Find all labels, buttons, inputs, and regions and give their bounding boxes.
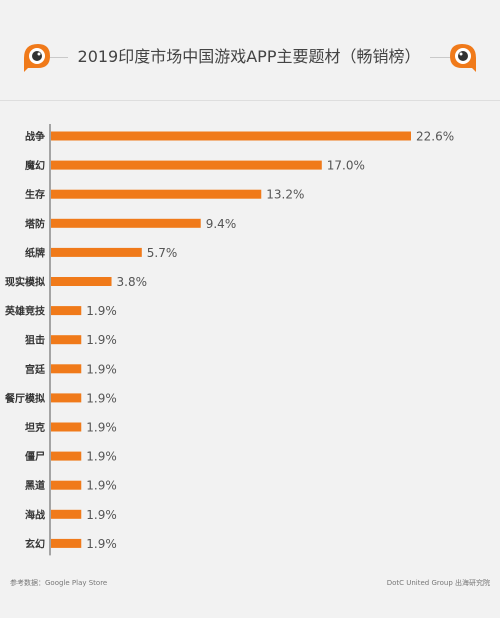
bar <box>51 189 262 199</box>
bar <box>51 422 82 432</box>
value-label: 13.2% <box>266 188 304 202</box>
bar <box>51 451 82 461</box>
value-label: 1.9% <box>86 450 117 464</box>
robot-mascot-icon <box>24 44 50 72</box>
category-label: 玄幻 <box>25 537 45 550</box>
value-label: 17.0% <box>327 159 365 173</box>
category-label: 黑道 <box>25 479 45 492</box>
credit-note: DotC United Group 出海研究院 <box>386 579 490 587</box>
category-label: 战争 <box>25 130 45 143</box>
value-label: 1.9% <box>86 362 117 376</box>
bar <box>51 335 82 345</box>
bar <box>51 306 82 316</box>
bar <box>51 160 322 170</box>
value-label: 1.9% <box>86 333 117 347</box>
bar <box>51 393 82 403</box>
bar <box>51 247 142 257</box>
category-label: 现实模拟 <box>5 276 45 289</box>
category-label: 宫廷 <box>25 363 46 376</box>
bar <box>51 277 112 286</box>
bar <box>51 131 411 141</box>
value-label: 3.8% <box>117 275 148 289</box>
value-label: 1.9% <box>86 537 117 551</box>
value-label: 1.9% <box>86 391 117 405</box>
category-label: 海战 <box>25 508 45 521</box>
category-label: 生存 <box>25 188 45 201</box>
title-box: 2019印度市场中国游戏APP主要题材（畅销榜） <box>68 42 430 72</box>
bar <box>51 364 82 374</box>
chart-title: 2019印度市场中国游戏APP主要题材（畅销榜） <box>77 47 421 66</box>
category-label: 餐厅模拟 <box>4 392 45 405</box>
bar <box>51 480 82 490</box>
chart-header: 2019印度市场中国游戏APP主要题材（畅销榜） <box>0 0 500 118</box>
value-label: 1.9% <box>86 304 117 318</box>
robot-mascot-icon <box>450 44 476 72</box>
bar <box>51 509 82 519</box>
category-label: 塔防 <box>25 217 45 230</box>
value-label: 22.6% <box>416 130 454 144</box>
value-label: 1.9% <box>86 421 117 435</box>
value-label: 5.7% <box>147 246 178 260</box>
category-label: 英雄竞技 <box>4 305 46 318</box>
value-label: 1.9% <box>86 479 117 493</box>
category-label: 坦克 <box>25 421 45 434</box>
category-label: 纸牌 <box>25 246 45 259</box>
bar <box>51 218 201 228</box>
bar <box>51 538 82 548</box>
category-label: 僵尸 <box>25 450 45 463</box>
header-divider <box>0 100 500 101</box>
category-label: 魔幻 <box>25 159 45 172</box>
value-label: 1.9% <box>86 508 117 522</box>
category-label: 狙击 <box>25 334 45 347</box>
source-note: 参考数据：Google Play Store <box>10 579 108 587</box>
value-label: 9.4% <box>206 217 237 231</box>
